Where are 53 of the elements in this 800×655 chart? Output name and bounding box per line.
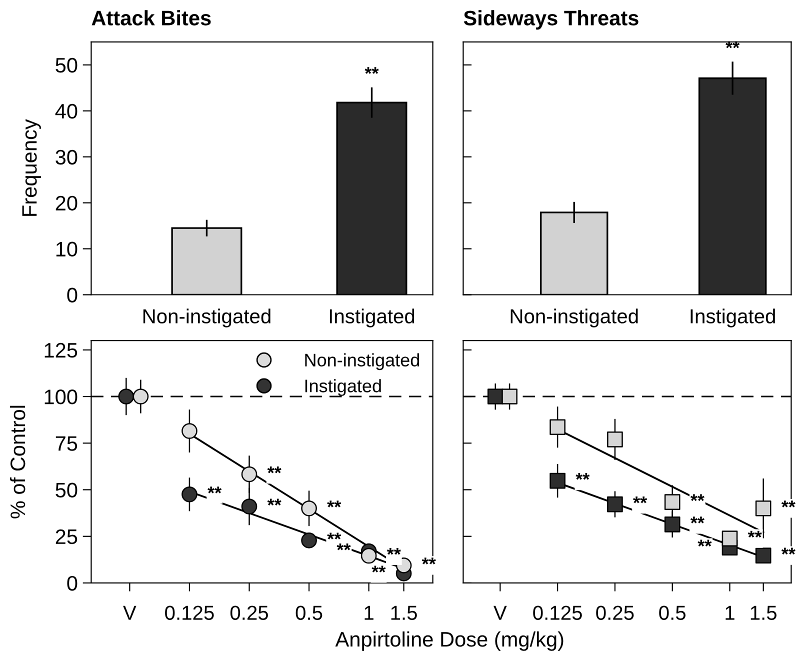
annotation: ** bbox=[336, 544, 351, 550]
annotation: ** bbox=[698, 540, 712, 546]
y-axis-title: % of Control bbox=[10, 406, 26, 518]
annotation: ** bbox=[633, 496, 648, 504]
x-tick-label: 0.25 bbox=[230, 606, 268, 620]
y-tick-label: 75 bbox=[56, 436, 78, 451]
y-tick-label: 25 bbox=[56, 529, 78, 544]
x-tick-label: 0.125 bbox=[533, 606, 582, 620]
x-tick-label: 0.5 bbox=[296, 606, 322, 620]
x-tick-label: 1.5 bbox=[391, 606, 417, 620]
x-tick-label: Instigated bbox=[330, 308, 414, 328]
chart-title: Sideways Threats bbox=[464, 10, 638, 30]
y-tick-label: 50 bbox=[56, 58, 78, 73]
x-tick-label: V bbox=[494, 606, 507, 620]
x-tick-label: 0.125 bbox=[165, 606, 214, 620]
annotation: ** bbox=[327, 532, 342, 540]
y-tick-label: 10 bbox=[56, 242, 78, 257]
annotation: ** bbox=[372, 566, 386, 572]
annotation: ** bbox=[422, 558, 436, 564]
annotation: ** bbox=[364, 67, 379, 74]
y-tick-label: 0 bbox=[67, 576, 78, 591]
x-tick-label: 0.5 bbox=[659, 606, 686, 620]
annotation: ** bbox=[327, 500, 342, 508]
y-tick-label: 20 bbox=[56, 196, 78, 211]
x-tick-label: Instigated bbox=[690, 308, 775, 328]
annotation: ** bbox=[208, 486, 222, 494]
annotation: ** bbox=[690, 516, 704, 524]
annotation: ** bbox=[386, 548, 401, 555]
y-axis-title: Frequency bbox=[22, 119, 41, 216]
x-tick-label: Non-instigated bbox=[143, 308, 270, 328]
y-tick-label: 50 bbox=[56, 482, 78, 498]
chart-title: Attack Bites bbox=[92, 10, 211, 26]
x-axis-title: Anpirtoline Dose (mg/kg) bbox=[335, 631, 564, 651]
x-tick-label: 1.5 bbox=[750, 606, 776, 620]
x-tick-label: V bbox=[123, 606, 136, 620]
y-tick-label: 100 bbox=[44, 390, 78, 404]
annotation: ** bbox=[781, 500, 796, 508]
x-tick-label: Non-instigated bbox=[510, 308, 638, 328]
y-tick-label: 30 bbox=[56, 150, 78, 165]
annotation: ** bbox=[748, 530, 762, 538]
annotation: ** bbox=[690, 494, 704, 502]
x-tick-label: 1 bbox=[726, 606, 734, 620]
y-tick-label: 0 bbox=[67, 288, 78, 303]
x-tick-label: 1 bbox=[364, 606, 374, 620]
y-tick-label: 125 bbox=[44, 342, 78, 358]
annotation: ** bbox=[576, 473, 590, 480]
y-tick-label: 40 bbox=[55, 104, 78, 119]
annotation: ** bbox=[267, 466, 282, 474]
annotation: ** bbox=[267, 498, 282, 506]
legend-label: Instigated bbox=[305, 379, 381, 396]
x-tick-label: 0.25 bbox=[596, 606, 634, 620]
legend-label: Non-instigated bbox=[305, 353, 420, 370]
annotation: ** bbox=[781, 548, 796, 555]
